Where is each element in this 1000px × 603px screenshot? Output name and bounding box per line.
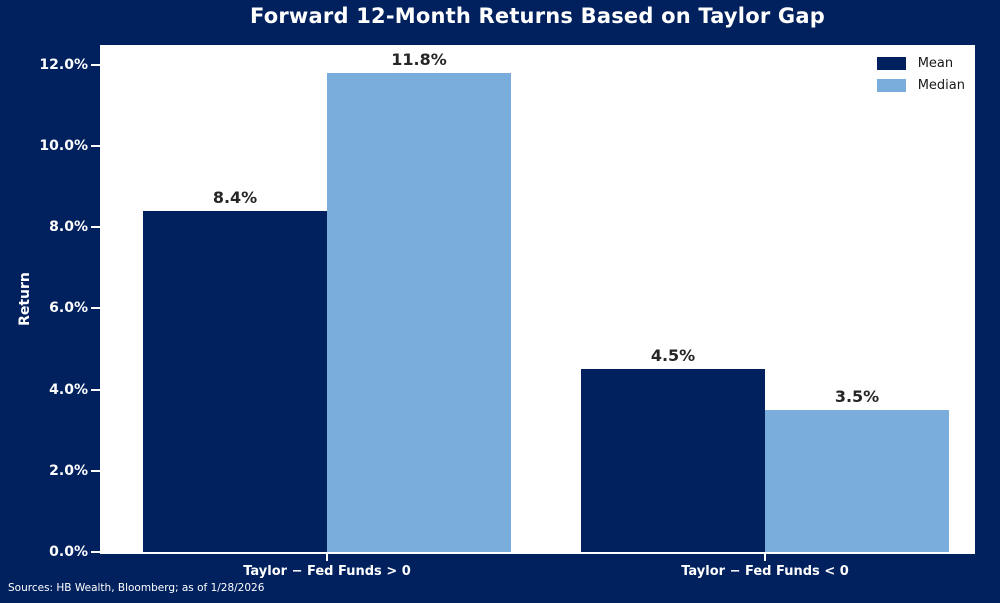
bar-value-label: 8.4% <box>212 188 258 207</box>
plot-area: Mean Median 8.4% 11.8% 4.5% 3.5% <box>100 45 975 554</box>
y-tick-label: 2.0% <box>49 463 88 479</box>
y-tick-mark <box>91 389 100 391</box>
chart-title: Forward 12-Month Returns Based on Taylor… <box>250 4 825 28</box>
y-tick-mark <box>91 226 100 228</box>
y-tick-label: 8.0% <box>49 219 88 235</box>
bar-mean-0 <box>143 211 327 552</box>
source-note: Sources: HB Wealth, Bloomberg; as of 1/2… <box>8 582 265 594</box>
y-tick-label: 6.0% <box>49 300 88 316</box>
y-tick-label: 12.0% <box>39 57 88 73</box>
x-tick-label: Taylor − Fed Funds > 0 <box>243 564 411 579</box>
bar-value-label: 4.5% <box>650 346 696 365</box>
legend-label: Median <box>917 78 965 93</box>
bar-value-label: 11.8% <box>391 50 447 69</box>
legend: Mean Median <box>876 56 965 93</box>
y-tick-mark <box>91 145 100 147</box>
bar-median-1 <box>765 410 949 552</box>
bar-mean-1 <box>581 369 765 552</box>
legend-swatch-median <box>876 79 906 92</box>
y-tick-mark <box>91 64 100 66</box>
legend-swatch-mean <box>876 57 906 70</box>
y-tick-label: 10.0% <box>39 138 88 154</box>
x-tick-mark <box>764 554 766 561</box>
y-tick-mark <box>91 551 100 553</box>
x-tick-label: Taylor − Fed Funds < 0 <box>681 564 849 579</box>
y-tick-mark <box>91 307 100 309</box>
y-tick-label: 0.0% <box>49 544 88 560</box>
legend-row: Median <box>876 78 965 93</box>
y-tick-mark <box>91 470 100 472</box>
legend-row: Mean <box>876 56 965 71</box>
x-tick-mark <box>326 554 328 561</box>
y-tick-label: 4.0% <box>49 382 88 398</box>
bar-median-0 <box>327 73 511 552</box>
legend-label: Mean <box>917 56 954 71</box>
bar-value-label: 3.5% <box>834 387 880 406</box>
